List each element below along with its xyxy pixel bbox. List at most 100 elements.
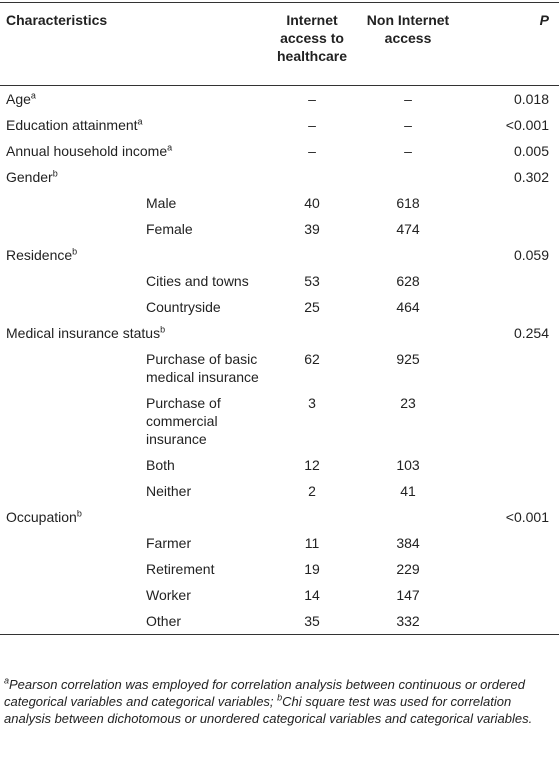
internet-cell bbox=[268, 164, 356, 190]
table-row: Worker 14 147 bbox=[0, 582, 559, 608]
table-row: Cities and towns 53 628 bbox=[0, 268, 559, 294]
superscript: a bbox=[4, 675, 10, 686]
non-cell: 103 bbox=[396, 457, 420, 473]
header-row: Characteristics Internet access to healt… bbox=[0, 2, 559, 86]
superscript: b bbox=[72, 246, 78, 257]
row-label: Gender bbox=[6, 169, 53, 185]
row-label: Age bbox=[6, 91, 31, 107]
indent-cell bbox=[0, 190, 140, 216]
table-row: Retirement 19 229 bbox=[0, 556, 559, 582]
sub-label: Both bbox=[146, 457, 175, 473]
indent-cell bbox=[0, 216, 140, 242]
non-cell: 23 bbox=[400, 395, 416, 411]
p-cell: 0.302 bbox=[513, 169, 550, 185]
p-cell: 0.059 bbox=[513, 247, 550, 263]
internet-cell bbox=[268, 504, 356, 530]
sub-label: Female bbox=[146, 221, 193, 237]
non-cell bbox=[356, 242, 460, 268]
superscript: b bbox=[277, 692, 283, 703]
sub-label: Neither bbox=[146, 483, 192, 499]
header-cell: Non Internet access bbox=[366, 12, 450, 46]
table-row: Education attainmenta – – <0.001 bbox=[0, 112, 559, 138]
table-row: Other 35 332 bbox=[0, 608, 559, 635]
p-cell bbox=[460, 478, 559, 504]
p-cell bbox=[460, 190, 559, 216]
table-row: Farmer 11 384 bbox=[0, 530, 559, 556]
non-cell bbox=[356, 164, 460, 190]
indent-cell bbox=[0, 530, 140, 556]
non-cell: 229 bbox=[396, 561, 420, 577]
indent-cell bbox=[0, 582, 140, 608]
internet-cell: 25 bbox=[304, 299, 320, 315]
sub-label: Countryside bbox=[146, 299, 221, 315]
label-cell: Agea bbox=[0, 86, 268, 113]
indent-cell bbox=[0, 268, 140, 294]
label-cell: Annual household incomea bbox=[0, 138, 268, 164]
label-cell: Genderb bbox=[0, 164, 268, 190]
internet-cell bbox=[268, 242, 356, 268]
label-cell: Education attainmenta bbox=[0, 112, 268, 138]
non-cell: 464 bbox=[396, 299, 420, 315]
p-cell: 0.005 bbox=[513, 143, 550, 159]
indent-cell bbox=[0, 452, 140, 478]
p-cell bbox=[460, 346, 559, 390]
internet-cell: 39 bbox=[304, 221, 320, 237]
row-label: Occupation bbox=[6, 509, 77, 525]
internet-cell: 14 bbox=[304, 587, 320, 603]
p-cell: <0.001 bbox=[505, 117, 550, 133]
table-row: Neither 2 41 bbox=[0, 478, 559, 504]
table-row: Occupationb <0.001 bbox=[0, 504, 559, 530]
superscript: a bbox=[137, 116, 143, 127]
sub-label: Other bbox=[146, 613, 182, 629]
internet-cell: 12 bbox=[304, 457, 320, 473]
header-cell: P bbox=[539, 12, 550, 28]
table-row: Annual household incomea – – 0.005 bbox=[0, 138, 559, 164]
internet-cell: – bbox=[308, 143, 316, 159]
row-label: Education attainment bbox=[6, 117, 138, 133]
sub-label: Worker bbox=[146, 587, 191, 603]
table-row: Purchase of basic medical insurance 62 925 bbox=[0, 346, 559, 390]
sub-label: Male bbox=[146, 195, 177, 211]
indent-cell bbox=[0, 556, 140, 582]
superscript: b bbox=[52, 168, 58, 179]
sub-label: Retirement bbox=[146, 561, 215, 577]
table-row: Purchase of commercial insurance 3 23 bbox=[0, 390, 559, 452]
non-cell bbox=[356, 320, 460, 346]
internet-cell: 11 bbox=[304, 535, 320, 551]
table-row: Genderb 0.302 bbox=[0, 164, 559, 190]
sub-label: Purchase of basic medical insurance bbox=[146, 351, 259, 385]
p-cell bbox=[460, 216, 559, 242]
internet-cell: – bbox=[308, 91, 316, 107]
footnote-text: Pearson correlation was employed for cor… bbox=[4, 677, 525, 709]
superscript: a bbox=[30, 90, 36, 101]
non-cell: – bbox=[404, 91, 412, 107]
internet-cell: 62 bbox=[304, 351, 320, 367]
p-cell bbox=[460, 268, 559, 294]
non-cell: 628 bbox=[396, 273, 420, 289]
row-label: Annual household income bbox=[6, 143, 168, 159]
sub-label: Farmer bbox=[146, 535, 192, 551]
table-row: Agea – – 0.018 bbox=[0, 86, 559, 113]
indent-cell bbox=[0, 346, 140, 390]
p-cell bbox=[460, 530, 559, 556]
table-row: Both 12 103 bbox=[0, 452, 559, 478]
internet-cell: 3 bbox=[308, 395, 316, 411]
p-cell: 0.018 bbox=[513, 91, 550, 107]
label-cell: Residenceb bbox=[0, 242, 268, 268]
footnote-text: Chi square test was used for correlation… bbox=[4, 694, 533, 726]
sub-label: Cities and towns bbox=[146, 273, 249, 289]
superscript: a bbox=[167, 142, 173, 153]
indent-cell bbox=[0, 608, 140, 635]
non-cell bbox=[356, 504, 460, 530]
non-cell: 41 bbox=[400, 483, 416, 499]
table-row: Residenceb 0.059 bbox=[0, 242, 559, 268]
table-row: Countryside 25 464 bbox=[0, 294, 559, 320]
table-row: Male 40 618 bbox=[0, 190, 559, 216]
header-cell: Internet access to healthcare bbox=[276, 12, 348, 64]
non-cell: 332 bbox=[396, 613, 420, 629]
non-cell: 474 bbox=[396, 221, 420, 237]
internet-cell: 40 bbox=[304, 195, 320, 211]
indent-cell bbox=[0, 478, 140, 504]
p-cell bbox=[460, 582, 559, 608]
